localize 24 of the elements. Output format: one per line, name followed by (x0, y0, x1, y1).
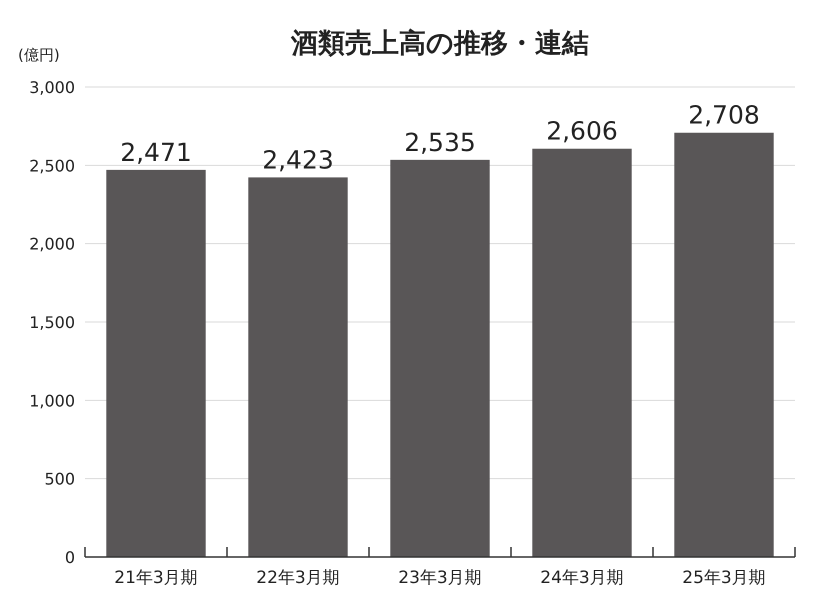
data-label: 2,708 (688, 100, 760, 130)
y-tick-label: 0 (64, 548, 75, 567)
data-label: 2,423 (262, 145, 334, 174)
bar (390, 160, 490, 557)
y-tick-label: 1,000 (29, 391, 75, 410)
y-tick-label: 2,500 (29, 156, 75, 176)
bar (106, 170, 206, 557)
data-label: 2,606 (546, 116, 618, 146)
y-axis-title: (億円) (18, 46, 60, 64)
x-tick-label: 21年3月期 (114, 568, 198, 588)
data-label: 2,535 (404, 128, 476, 157)
chart-title: 酒類売上高の推移・連結 (290, 28, 589, 59)
y-tick-label: 1,500 (29, 313, 75, 332)
x-tick-label: 22年3月期 (256, 568, 340, 588)
data-label: 2,471 (120, 138, 192, 167)
x-tick-label: 24年3月期 (540, 568, 624, 588)
x-tick-label: 25年3月期 (682, 568, 766, 588)
y-tick-label: 2,000 (29, 234, 75, 254)
bar (248, 177, 348, 557)
bar (674, 132, 774, 557)
bar (532, 148, 632, 557)
x-tick-label: 23年3月期 (398, 568, 482, 588)
y-tick-label: 3,000 (29, 78, 75, 97)
y-tick-label: 500 (44, 470, 75, 489)
